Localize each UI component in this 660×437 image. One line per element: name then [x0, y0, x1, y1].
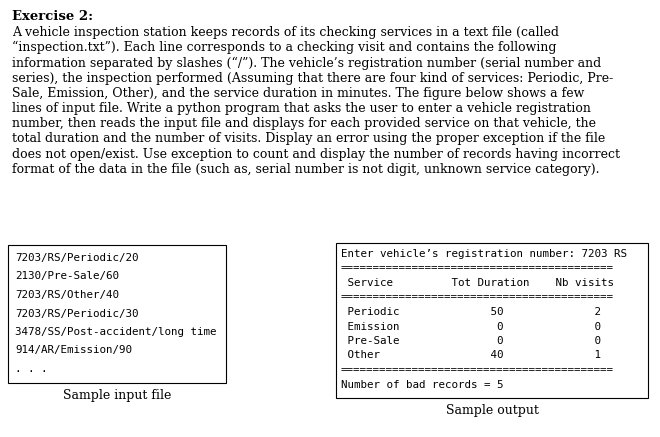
- Text: Service         Tot Duration    Nb visits: Service Tot Duration Nb visits: [341, 278, 614, 288]
- Text: ==========================================: ========================================…: [341, 365, 614, 375]
- Text: 3478/SS/Post-accident/long time: 3478/SS/Post-accident/long time: [15, 327, 216, 337]
- Text: ==========================================: ========================================…: [341, 292, 614, 302]
- Text: Number of bad records = 5: Number of bad records = 5: [341, 379, 504, 389]
- Text: A vehicle inspection station keeps records of its checking services in a text fi: A vehicle inspection station keeps recor…: [12, 26, 559, 39]
- Text: Other                 40              1: Other 40 1: [341, 350, 601, 361]
- Text: 7203/RS/Periodic/20: 7203/RS/Periodic/20: [15, 253, 139, 263]
- Bar: [8, 245, 226, 383]
- Text: information separated by slashes (“/”). The vehicle’s registration number (seria: information separated by slashes (“/”). …: [12, 56, 601, 69]
- Text: Enter vehicle’s registration number: 7203 RS: Enter vehicle’s registration number: 720…: [341, 249, 627, 259]
- Text: . . .: . . .: [15, 364, 48, 374]
- Text: Exercise 2:: Exercise 2:: [12, 10, 93, 23]
- Text: 914/AR/Emission/90: 914/AR/Emission/90: [15, 346, 132, 356]
- Text: Sale, Emission, Other), and the service duration in minutes. The figure below sh: Sale, Emission, Other), and the service …: [12, 87, 584, 100]
- Text: number, then reads the input file and displays for each provided service on that: number, then reads the input file and di…: [12, 117, 596, 130]
- Text: Periodic              50              2: Periodic 50 2: [341, 307, 601, 317]
- Text: Sample input file: Sample input file: [63, 389, 171, 402]
- Text: series), the inspection performed (Assuming that there are four kind of services: series), the inspection performed (Assum…: [12, 72, 613, 85]
- Text: format of the data in the file (such as, serial number is not digit, unknown ser: format of the data in the file (such as,…: [12, 163, 599, 176]
- Text: 2130/Pre-Sale/60: 2130/Pre-Sale/60: [15, 271, 119, 281]
- Text: Pre-Sale               0              0: Pre-Sale 0 0: [341, 336, 601, 346]
- Text: ==========================================: ========================================…: [341, 264, 614, 274]
- Text: total duration and the number of visits. Display an error using the proper excep: total duration and the number of visits.…: [12, 132, 605, 146]
- Text: does not open/exist. Use exception to count and display the number of records ha: does not open/exist. Use exception to co…: [12, 148, 620, 161]
- Text: “inspection.txt”). Each line corresponds to a checking visit and contains the fo: “inspection.txt”). Each line corresponds…: [12, 41, 556, 55]
- Text: 7203/RS/Periodic/30: 7203/RS/Periodic/30: [15, 309, 139, 319]
- Bar: [336, 243, 648, 398]
- Text: 7203/RS/Other/40: 7203/RS/Other/40: [15, 290, 119, 300]
- Text: Emission               0              0: Emission 0 0: [341, 322, 601, 332]
- Text: lines of input file. Write a python program that asks the user to enter a vehicl: lines of input file. Write a python prog…: [12, 102, 591, 115]
- Text: Sample output: Sample output: [446, 404, 539, 417]
